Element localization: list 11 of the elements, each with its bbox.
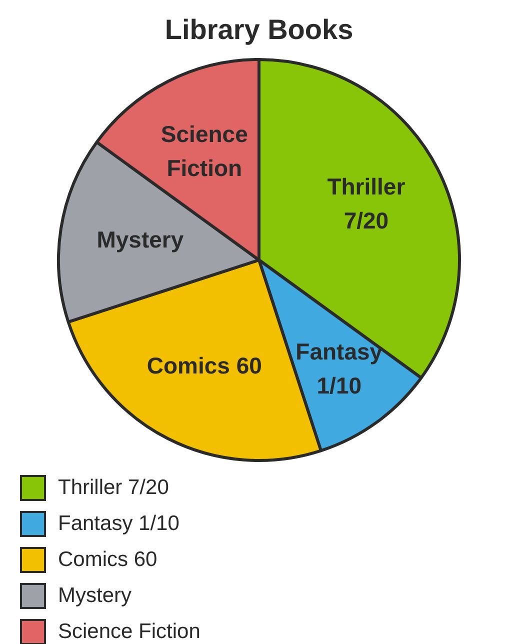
legend-label: Comics 60 — [58, 548, 158, 572]
legend-label: Thriller 7/20 — [58, 476, 169, 500]
legend-label: Fantasy 1/10 — [58, 512, 180, 536]
slice-label: Mystery — [96, 226, 184, 253]
slice-label: Thriller 7/20 — [327, 174, 406, 234]
slice-label: Fantasy 1/10 — [296, 338, 383, 399]
slice-label: Comics 60 — [146, 352, 262, 379]
legend-label: Mystery — [58, 584, 132, 608]
chart-title: Library Books — [164, 14, 354, 47]
legend-label: Science Fiction — [58, 620, 200, 644]
slice-label: Science Fiction — [160, 121, 248, 182]
